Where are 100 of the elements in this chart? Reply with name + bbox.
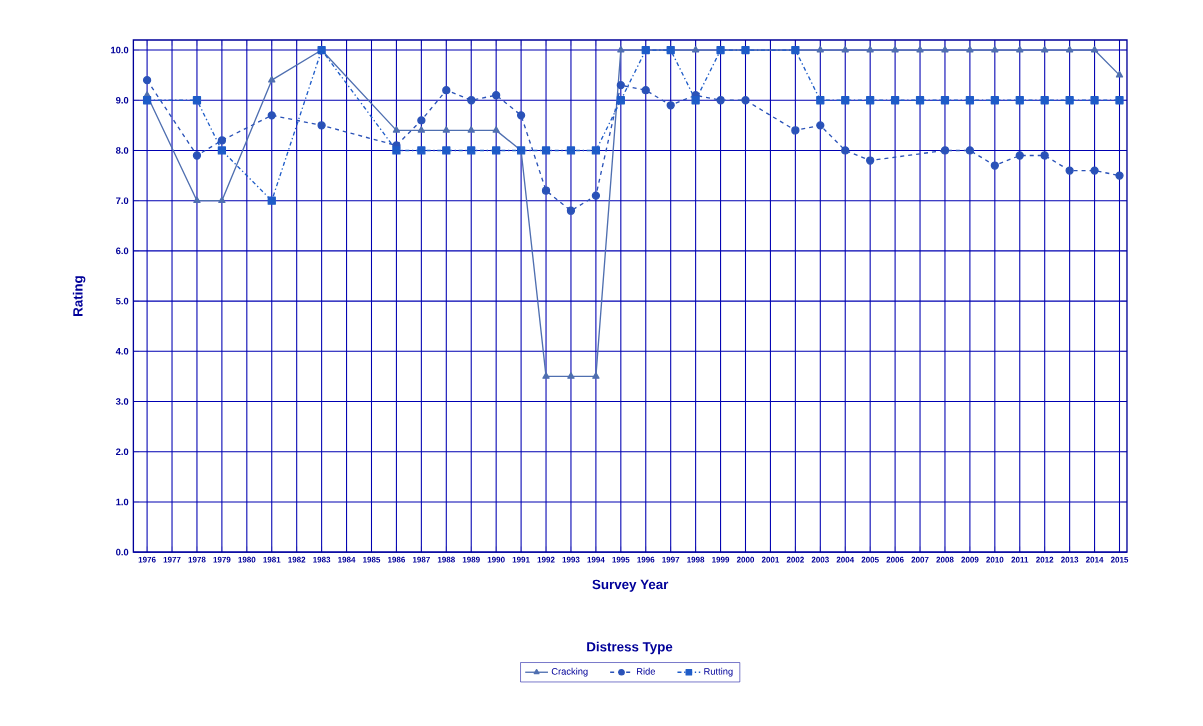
x-tick-label: 2000	[736, 557, 755, 563]
point	[716, 96, 725, 105]
x-tick-label: 1986	[388, 557, 406, 563]
point	[392, 146, 401, 155]
x-tick-label: 1980	[238, 557, 256, 563]
point	[616, 81, 625, 90]
point	[617, 46, 625, 53]
x-tick-label: 1998	[687, 557, 705, 563]
point	[1065, 166, 1074, 175]
point	[193, 196, 201, 204]
point	[1115, 71, 1124, 78]
x-tick-label: 2001	[761, 557, 780, 563]
point	[891, 46, 899, 53]
y-tick-label: 10.0	[111, 46, 129, 54]
x-tick-label: 1994	[587, 557, 605, 563]
x-tick-label: 2007	[911, 557, 929, 563]
x-tick-label: 1990	[487, 557, 505, 563]
y-tick-label: 1.0	[116, 498, 129, 506]
x-tick-label: 2013	[1061, 557, 1079, 563]
x-tick-label: 1983	[313, 557, 331, 563]
x-tick-label: 2012	[1036, 557, 1054, 563]
point	[492, 146, 501, 155]
point	[567, 372, 575, 380]
point	[192, 151, 202, 160]
point	[542, 372, 550, 380]
x-tick-label: 2010	[986, 557, 1004, 563]
x-tick-label: 2015	[1110, 557, 1129, 563]
y-tick-label: 8.0	[115, 147, 129, 154]
x-tick-label: 2005	[861, 557, 879, 563]
x-tick-label: 2002	[786, 557, 804, 563]
point	[492, 126, 500, 134]
point	[541, 146, 551, 155]
x-tick-label: 2011	[1011, 557, 1029, 563]
point	[940, 96, 950, 105]
y-tick-label: 4.0	[115, 348, 129, 355]
point	[317, 121, 326, 130]
point	[417, 126, 426, 134]
point	[816, 121, 825, 130]
y-tick-label: 6.0	[116, 247, 129, 255]
point	[566, 146, 576, 155]
x-tick-label: 1995	[612, 557, 630, 563]
x-tick-label: 1991	[512, 557, 530, 563]
point	[267, 196, 276, 206]
point	[417, 116, 426, 125]
point	[916, 46, 924, 53]
point	[591, 146, 601, 155]
point	[566, 206, 576, 216]
y-tick-label: 5.0	[115, 298, 129, 305]
x-tick-label: 1979	[213, 557, 231, 563]
point	[142, 76, 152, 85]
point	[791, 126, 800, 135]
point	[442, 126, 450, 134]
y-axis-title: Rating	[72, 276, 86, 317]
legend-title: Distress Type	[587, 641, 673, 655]
point	[541, 186, 551, 196]
point	[267, 111, 276, 120]
y-tick-label: 0.0	[116, 549, 129, 556]
point	[741, 96, 750, 105]
point	[841, 96, 850, 105]
point	[816, 46, 824, 53]
point	[268, 76, 276, 83]
x-tick-label: 1987	[412, 557, 430, 563]
point	[467, 126, 475, 134]
point	[641, 86, 650, 95]
x-tick-label: 2008	[936, 557, 954, 563]
y-tick-label: 9.0	[116, 97, 129, 104]
x-tick-label: 1997	[662, 557, 680, 563]
point	[217, 136, 227, 145]
point	[1090, 166, 1099, 175]
x-tick-label: 1988	[437, 557, 455, 563]
point	[616, 96, 625, 105]
point	[1090, 96, 1099, 105]
point	[816, 96, 825, 105]
point	[592, 372, 600, 380]
point	[966, 46, 974, 53]
x-tick-label: 1996	[637, 557, 655, 563]
y-tick-label: 3.0	[115, 398, 129, 406]
x-tick-label: 1985	[363, 557, 381, 563]
x-tick-label: 2009	[961, 557, 979, 563]
point	[417, 146, 426, 155]
x-tick-label: 1993	[562, 557, 580, 563]
point	[516, 111, 526, 120]
x-tick-label: 1981	[263, 557, 281, 563]
point	[990, 96, 999, 105]
x-tick-label: 1989	[462, 557, 480, 563]
point	[1015, 96, 1024, 105]
point	[941, 46, 949, 53]
point	[218, 196, 226, 204]
point	[442, 86, 451, 95]
point	[841, 46, 849, 53]
point	[990, 161, 999, 170]
point	[142, 96, 152, 105]
point	[467, 96, 476, 105]
point	[915, 96, 925, 105]
point	[991, 46, 999, 53]
point	[666, 101, 675, 110]
point	[392, 126, 401, 134]
x-tick-label: 1984	[338, 557, 356, 563]
x-tick-label: 1992	[537, 557, 555, 563]
point	[442, 146, 451, 155]
